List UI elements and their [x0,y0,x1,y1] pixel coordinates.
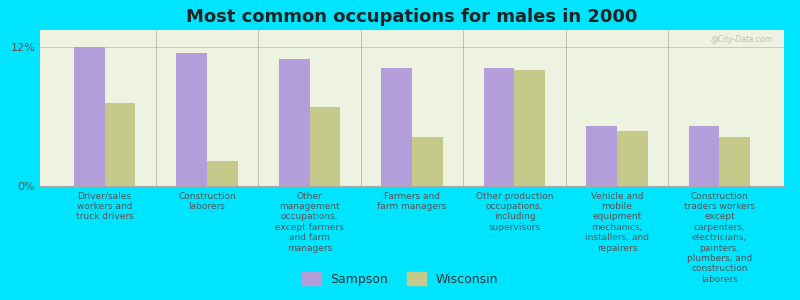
Title: Most common occupations for males in 2000: Most common occupations for males in 200… [186,8,638,26]
Bar [105,103,135,186]
Text: @City-Data.com: @City-Data.com [711,35,773,44]
Bar [310,107,340,186]
Bar [484,68,514,186]
Bar [176,53,207,186]
Bar [586,126,617,186]
Bar [412,137,442,186]
Bar [382,68,412,186]
Legend: Sampson, Wisconsin: Sampson, Wisconsin [297,267,503,291]
Bar [514,70,546,186]
Bar [207,160,238,186]
Bar [74,47,105,186]
Bar [719,137,750,186]
Bar [617,130,648,186]
Bar [689,126,719,186]
Bar [278,59,310,186]
